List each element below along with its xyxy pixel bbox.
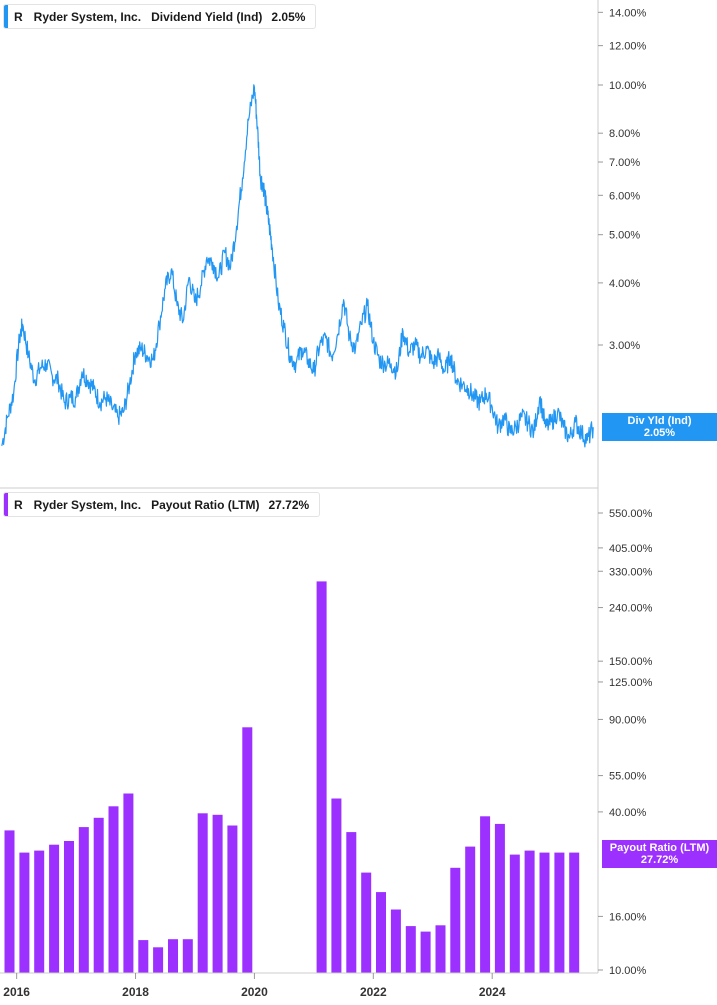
payout-ratio-bar [138,940,149,973]
x-tick-label: 2024 [479,985,506,999]
payout-ratio-bar [316,581,327,973]
legend-value: 2.05% [271,9,306,24]
payout-ratio-bar [420,931,431,973]
payout-ratio-bar [539,852,550,973]
payout-ratio-bar [168,939,178,973]
y-tick-label: 550.00% [609,508,653,520]
y-tick-label: 10.00% [609,965,647,977]
payout-ratio-bar [494,823,505,973]
legend-company: Ryder System, Inc. [33,9,142,24]
y-tick-label: 90.00% [609,714,647,726]
y-tick-label: 7.00% [609,157,640,169]
payout-ratio-bar [64,841,74,973]
dividend-yield-legend[interactable]: R Ryder System, Inc. Dividend Yield (Ind… [3,4,317,29]
payout-ratio-bar [361,872,372,973]
payout-ratio-bar [212,814,223,973]
dividend-yield-y-axis: 14.00% 12.00% 10.00% 8.00% 7.00% 6.00% 5.00% 4.… [598,7,647,352]
legend-ticker: R [14,497,23,512]
legend-ticker: R [14,9,23,24]
y-tick-label: 16.00% [609,911,647,923]
payout-ratio-bar [4,830,15,973]
time-x-axis: 2016 2018 2020 2022 2024 [3,973,506,999]
dividend-yield-swatch [4,5,8,28]
payout-ratio-bar [569,852,580,973]
payout-ratio-last-value-badge: Payout Ratio (LTM) 27.72% [602,840,717,868]
legend-metric: Payout Ratio (LTM) [151,497,260,512]
payout-ratio-bar [524,850,535,973]
payout-ratio-bar [93,817,104,973]
badge-value: 2.05% [643,427,676,439]
y-tick-label: 12.00% [609,41,647,53]
dividend-yield-panel [1,84,594,448]
payout-ratio-bar [19,852,30,973]
payout-ratio-bar [435,925,446,973]
badge-label: Div Yld (Ind) [627,415,692,427]
payout-ratio-bar [405,926,416,973]
y-tick-label: 8.00% [609,128,640,140]
x-tick-label: 2022 [360,985,387,999]
x-tick-label: 2018 [122,985,149,999]
payout-ratio-bar [78,827,89,973]
x-tick-label: 2020 [241,985,268,999]
payout-ratio-bar [182,939,193,973]
payout-ratio-bar [197,813,208,973]
badge-label: Payout Ratio (LTM) [609,842,710,854]
payout-ratio-bar [390,909,401,973]
legend-value: 27.72% [268,497,310,512]
dividend-yield-line [1,84,594,448]
y-tick-label: 125.00% [609,677,653,689]
dividend-yield-last-value-badge: Div Yld (Ind) 2.05% [602,413,717,441]
legend-metric: Dividend Yield (Ind) [151,9,263,24]
payout-ratio-bar [480,816,491,973]
payout-ratio-swatch [4,493,8,516]
y-tick-label: 55.00% [609,771,647,783]
payout-ratio-bar [376,892,386,973]
y-tick-label: 5.00% [609,230,640,242]
payout-ratio-panel [4,581,580,973]
payout-ratio-bar [331,798,342,973]
y-tick-label: 405.00% [609,543,653,555]
y-tick-label: 10.00% [609,80,647,92]
payout-ratio-legend[interactable]: R Ryder System, Inc. Payout Ratio (LTM) … [3,492,321,517]
payout-ratio-bar [49,844,60,973]
payout-ratio-bar [153,947,164,973]
legend-company: Ryder System, Inc. [33,497,142,512]
y-tick-label: 240.00% [609,603,653,615]
payout-ratio-y-axis: 550.00% 405.00% 330.00% 240.00% 150.00% 125.0… [598,508,653,977]
payout-ratio-bar [34,850,45,973]
payout-ratio-bar [242,727,253,973]
badge-value: 27.72% [640,854,679,866]
y-tick-label: 330.00% [609,566,653,578]
y-tick-label: 3.00% [609,340,640,352]
y-tick-label: 40.00% [609,807,647,819]
payout-ratio-bar [123,793,134,973]
y-tick-label: 4.00% [609,278,640,290]
x-tick-label: 2016 [3,985,30,999]
payout-ratio-bar [108,806,119,973]
y-tick-label: 14.00% [609,7,647,19]
payout-ratio-bar [450,867,461,973]
payout-ratio-bar [346,832,357,973]
payout-ratio-bar [465,846,476,973]
y-tick-label: 150.00% [609,656,653,668]
payout-ratio-bar [509,854,520,973]
payout-ratio-bar [554,852,565,973]
payout-ratio-bar [227,825,238,973]
y-tick-label: 6.00% [609,190,640,202]
